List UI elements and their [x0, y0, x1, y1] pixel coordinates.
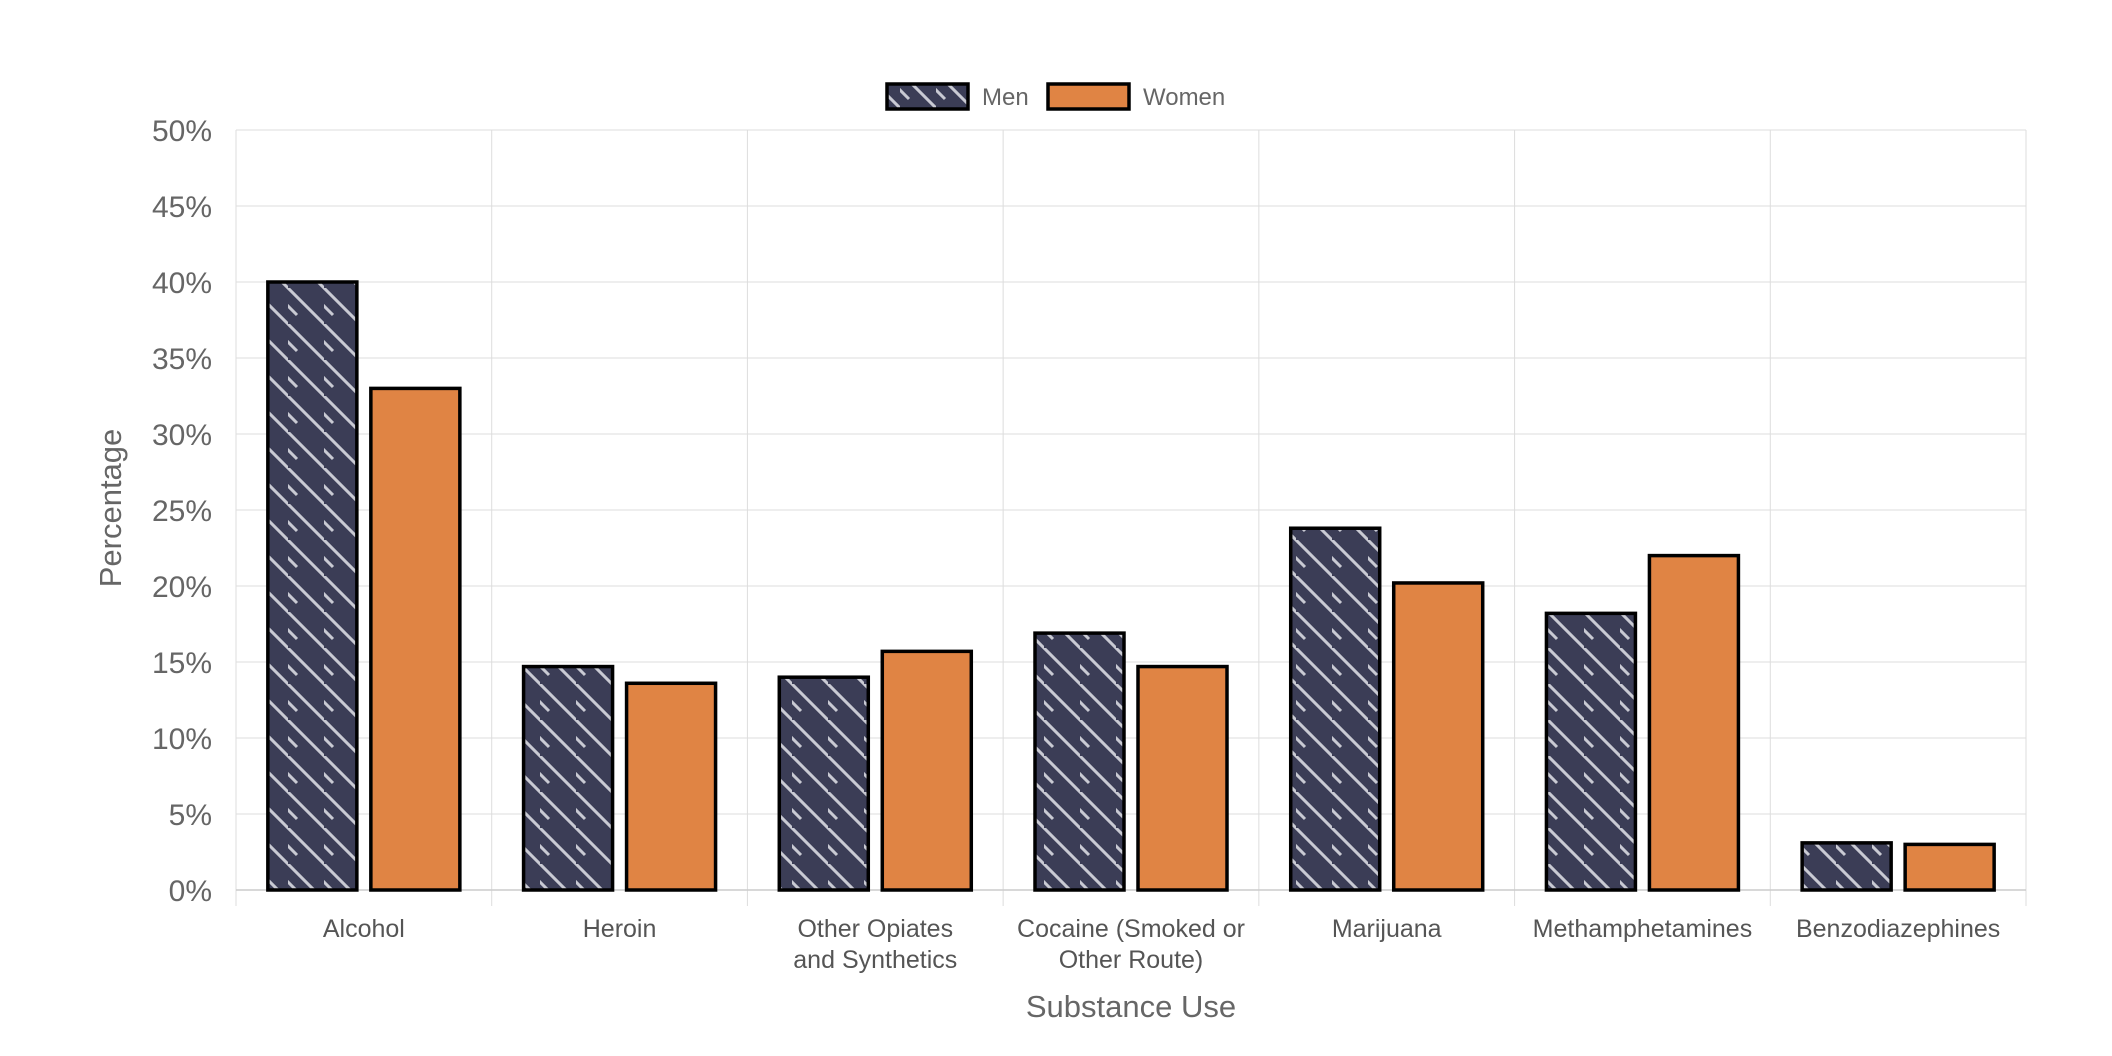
x-axis-title: Substance Use	[1026, 989, 1236, 1024]
bar-women-0[interactable]	[369, 386, 462, 892]
bar-men-6[interactable]	[1800, 841, 1893, 892]
legend: Men Women	[885, 82, 1225, 111]
y-tick-label: 10%	[152, 723, 212, 756]
y-tick-label: 0%	[169, 875, 212, 908]
legend-label-men[interactable]: Men	[982, 84, 1029, 111]
x-tick-label: Benzodiazephines	[1796, 915, 2000, 943]
y-tick-label: 45%	[152, 191, 212, 224]
y-tick-label: 5%	[169, 799, 212, 832]
x-tick-label: Cocaine (Smoked or Other Route)	[1017, 915, 1245, 974]
y-tick-label: 35%	[152, 343, 212, 376]
bar-men-2[interactable]	[777, 675, 871, 892]
x-tick-label: Marijuana	[1332, 915, 1442, 943]
bar-women-1[interactable]	[624, 681, 718, 892]
x-tick-label: Other Opiates and Synthetics	[793, 915, 957, 974]
y-tick-label: 40%	[152, 267, 212, 300]
y-tick-label: 20%	[152, 571, 212, 604]
x-tick-label: Heroin	[583, 915, 657, 943]
bar-women-6[interactable]	[1903, 842, 1996, 892]
bar-men-5[interactable]	[1544, 611, 1638, 892]
y-tick-label: 25%	[152, 495, 212, 528]
y-tick-label: 30%	[152, 419, 212, 452]
bar-women-5[interactable]	[1647, 553, 1741, 892]
bar-women-3[interactable]	[1136, 664, 1229, 892]
legend-label-women[interactable]: Women	[1143, 84, 1225, 111]
y-tick-label: 50%	[152, 115, 212, 148]
bar-men-3[interactable]	[1033, 631, 1126, 892]
bar-women-4[interactable]	[1391, 581, 1485, 892]
y-tick-label: 15%	[152, 647, 212, 680]
x-axis-labels: Alcohol Heroin Other Opiates and Synthetics…	[323, 915, 2000, 974]
bars	[266, 280, 1996, 892]
bar-men-4[interactable]	[1288, 526, 1382, 892]
legend-swatch-men[interactable]	[885, 82, 970, 111]
bar-men-1[interactable]	[521, 664, 615, 892]
legend-swatch-women[interactable]	[1046, 82, 1131, 111]
y-axis-title: Percentage	[93, 429, 128, 588]
x-tick-label: Alcohol	[323, 915, 405, 943]
gridlines	[235, 129, 2027, 906]
y-axis-ticks: 0% 5% 10% 15% 20% 25% 30% 35% 40% 45% 50%	[152, 115, 212, 908]
bar-women-2[interactable]	[880, 649, 974, 892]
bar-men-0[interactable]	[266, 280, 359, 892]
x-tick-label: Methamphetamines	[1533, 915, 1753, 943]
